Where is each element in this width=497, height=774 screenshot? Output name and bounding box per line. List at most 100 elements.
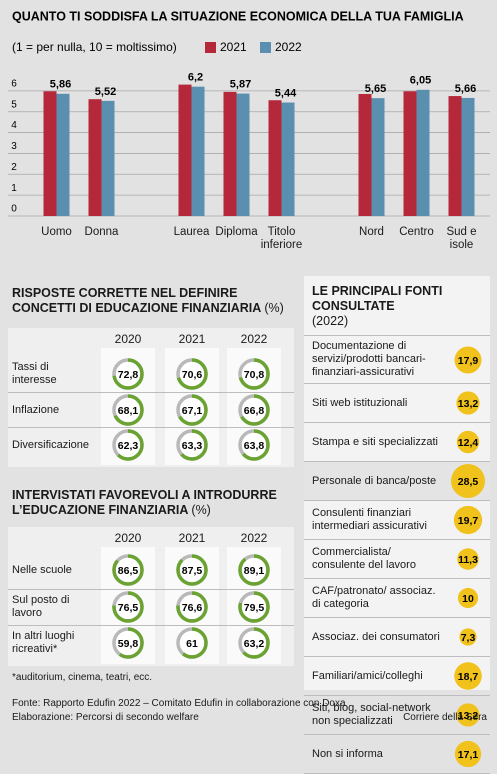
source-row: Stampa e siti specializzati 12,4 xyxy=(304,423,490,462)
section-unit: (2022) xyxy=(312,314,349,328)
source-bubble-box: 13,2 xyxy=(446,700,486,730)
x-tick-label: Nord xyxy=(359,226,384,238)
source-row: Associaz. dei consumatori 7,3 xyxy=(304,618,490,657)
source-bubble-box: 17,9 xyxy=(446,345,486,375)
source-label: Associaz. dei consumatori xyxy=(312,630,440,643)
bar xyxy=(191,86,205,216)
bar xyxy=(43,91,57,216)
bar xyxy=(268,100,282,216)
bubble-circle xyxy=(459,628,477,646)
legend-swatch xyxy=(260,42,271,53)
ring: 70,6 xyxy=(176,358,208,390)
section-title-text: LE PRINCIPALI FONTI CONSULTATE xyxy=(312,284,443,313)
bar xyxy=(101,100,115,216)
bubble: 17,9 xyxy=(454,346,482,373)
bar xyxy=(371,98,385,216)
bar xyxy=(223,91,237,216)
source-bubble-box: 28,5 xyxy=(446,464,486,498)
ring-value: 76,5 xyxy=(118,602,139,614)
bubble-circle xyxy=(457,548,479,570)
ring: 67,1 xyxy=(176,394,208,426)
bubble: 13,2 xyxy=(456,391,480,415)
source-row: Siti web istituzionali 13,2 xyxy=(304,384,490,423)
column-header: 2021 xyxy=(178,332,206,346)
source-label: Siti web istituzionali xyxy=(312,396,408,409)
source-label: Documentazione di servizi/prodotti banca… xyxy=(312,340,426,378)
ring-value: 68,1 xyxy=(118,405,139,417)
row-label: Nelle scuole xyxy=(12,563,72,576)
ring: 70,8 xyxy=(238,358,270,390)
chart-subtitle: (1 = per nulla, 10 = moltissimo) xyxy=(12,40,177,54)
ring-value: 63,2 xyxy=(244,638,265,650)
ring: 89,1 xyxy=(238,554,270,586)
ring-value: 70,8 xyxy=(244,369,265,381)
bar xyxy=(178,84,192,216)
legend-label: 2022 xyxy=(275,40,302,54)
ring-arc xyxy=(176,358,208,390)
bubble-value: 12,4 xyxy=(458,437,479,449)
bubble-circle xyxy=(456,430,480,454)
bar xyxy=(416,89,430,216)
y-tick-label: 4 xyxy=(11,120,17,131)
bar-chart: QUANTO TI SODDISFA LA SITUAZIONE ECONOMI… xyxy=(8,9,490,217)
column-header: 2020 xyxy=(114,531,142,545)
value-label: 6,05 xyxy=(410,75,431,87)
y-tick-label: 3 xyxy=(11,141,17,152)
source-row: Commercialista/ consulente del lavoro 11,… xyxy=(304,540,490,579)
bubble-circle xyxy=(451,464,485,498)
bubble-value: 7,3 xyxy=(461,632,476,644)
bubble: 12,4 xyxy=(456,430,480,454)
source-row: Familiari/amici/colleghi 18,7 xyxy=(304,657,490,696)
ring-arc xyxy=(238,429,270,461)
column-header: 2022 xyxy=(240,332,268,346)
ring-arc xyxy=(112,394,144,426)
sources-panel: LE PRINCIPALI FONTI CONSULTATE (2022) Docu… xyxy=(304,276,490,774)
source-bubble-box: 17,1 xyxy=(446,739,486,769)
row-separator xyxy=(8,624,294,626)
section-title-text: INTERVISTATI FAVOREVOLI A INTRODURRE L’E… xyxy=(12,488,277,517)
ring-arc xyxy=(238,627,270,659)
section-title-text: RISPOSTE CORRETTE NEL DEFINIRE CONCETTI … xyxy=(12,286,261,315)
y-tick-label: 2 xyxy=(11,162,17,173)
y-tick-label: 5 xyxy=(11,99,17,110)
ring-value: 87,5 xyxy=(182,565,203,577)
legend-label: 2021 xyxy=(220,40,247,54)
bubble: 28,5 xyxy=(451,464,485,498)
source-bubble-box: 7,3 xyxy=(446,622,486,652)
ring-value: 63,8 xyxy=(244,440,265,452)
source-row: CAF/patronato/ associaz. di categoria 10 xyxy=(304,579,490,618)
bubble-circle xyxy=(457,587,479,609)
ring-arc xyxy=(112,591,144,623)
ring: 63,3 xyxy=(176,429,208,461)
ring-arc xyxy=(238,394,270,426)
bubble-value: 13,2 xyxy=(458,710,479,722)
section-title: RISPOSTE CORRETTE NEL DEFINIRE CONCETTI … xyxy=(12,286,292,316)
source-bubble-box: 13,2 xyxy=(446,388,486,418)
x-tick-label: Diploma xyxy=(215,226,258,238)
ring-arc xyxy=(112,358,144,390)
bar xyxy=(88,99,102,216)
chart-title: QUANTO TI SODDISFA LA SITUAZIONE ECONOMI… xyxy=(12,9,464,23)
source-label: Personale di banca/poste xyxy=(312,474,437,487)
value-label: 5,52 xyxy=(95,86,116,98)
bar xyxy=(56,93,70,216)
source-row: Consulenti finanziari intermediari assic… xyxy=(304,501,490,540)
ring: 59,8 xyxy=(112,627,144,659)
ring: 66,8 xyxy=(238,394,270,426)
ring-value: 76,6 xyxy=(182,602,203,614)
column-header: 2022 xyxy=(240,531,268,545)
footer-publisher: Corriere della Sera xyxy=(403,712,487,723)
bubble-circle xyxy=(456,391,480,415)
row-separator xyxy=(8,392,294,393)
source-label: Siti, blog, social-network non specializ… xyxy=(312,702,431,727)
column-header: 2021 xyxy=(178,531,206,545)
row-label: Sul posto di lavoro xyxy=(12,594,70,619)
bubble: 10 xyxy=(457,587,479,609)
ring: 76,6 xyxy=(176,591,208,623)
ring: 63,8 xyxy=(238,429,270,461)
x-tick-label: Centro xyxy=(399,226,434,238)
ring: 79,5 xyxy=(238,591,270,623)
source-label: Stampa e siti specializzati xyxy=(312,435,438,448)
bar xyxy=(358,93,372,216)
source-label: Non si informa xyxy=(312,747,383,760)
